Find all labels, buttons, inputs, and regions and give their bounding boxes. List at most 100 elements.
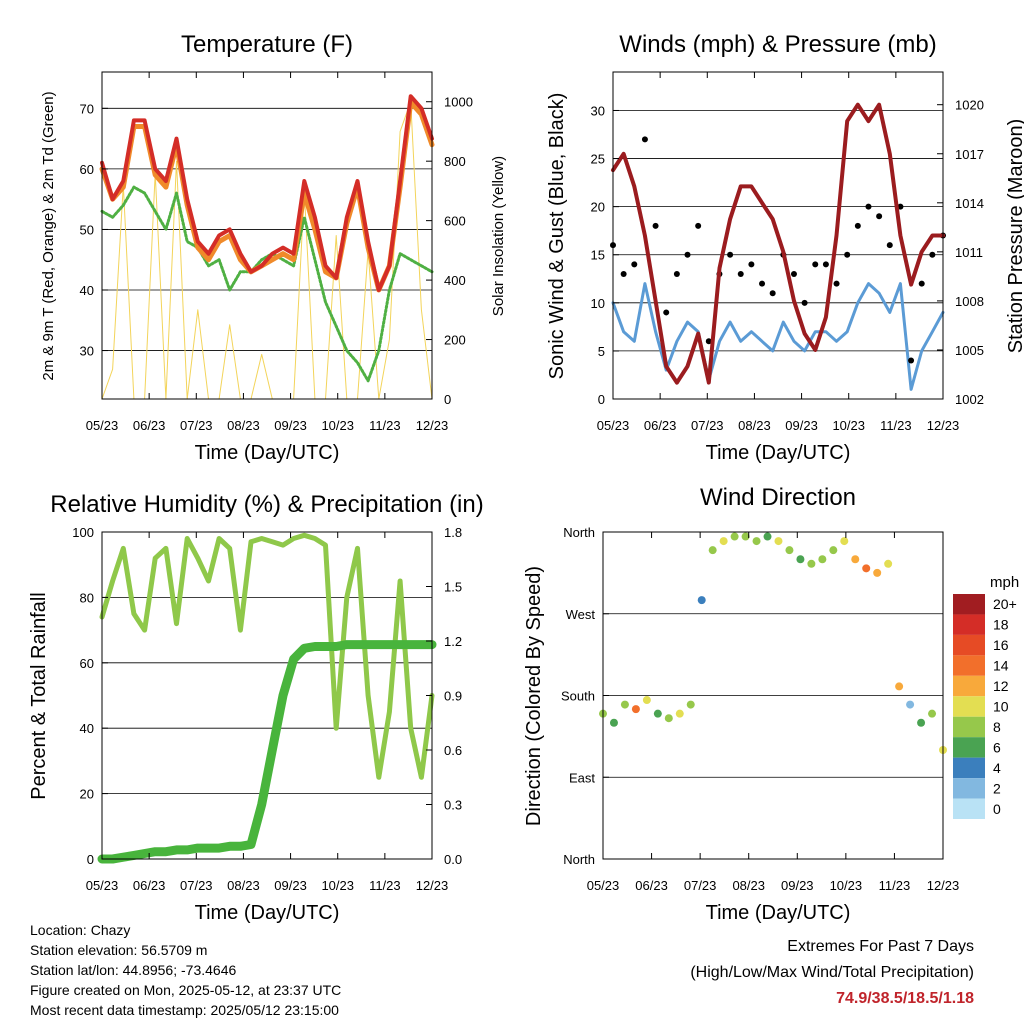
colorbar-swatch xyxy=(953,696,985,717)
winds-title: Winds (mph) & Pressure (mb) xyxy=(619,31,936,58)
colorbar-swatch xyxy=(953,594,985,615)
winds-y-tick-label: 15 xyxy=(591,248,605,263)
wind-direction-point xyxy=(631,705,640,714)
latlon-text: Station lat/lon: 44.8956; -73.4646 xyxy=(30,962,237,978)
wind-direction-point xyxy=(620,700,629,709)
winds-y-tick-label: 20 xyxy=(591,200,605,215)
colorbar-swatch xyxy=(953,614,985,635)
colorbar-label: 0 xyxy=(993,801,1001,817)
wind-direction-point xyxy=(840,537,849,546)
direction-panel: Wind Direction North East South West North 0… xyxy=(523,484,1019,924)
colorbar-swatch xyxy=(953,798,985,819)
wind-direction-point xyxy=(917,718,926,727)
extremes-title: Extremes For Past 7 Days xyxy=(787,938,974,955)
direction-y-tick-label: East xyxy=(569,770,595,785)
temperature-y-tick-label: 40 xyxy=(80,283,94,298)
gust-point xyxy=(663,309,670,316)
gust-point xyxy=(897,203,904,210)
colorbar-label: 8 xyxy=(993,719,1001,735)
temperature-x-label: Time (Day/UTC) xyxy=(195,442,340,464)
humidity-title: Relative Humidity (%) & Precipitation (i… xyxy=(50,491,483,518)
direction-x-tick-label: 12/23 xyxy=(927,878,960,893)
winds-x-tick-label: 10/23 xyxy=(832,418,865,433)
direction-x-tick-label: 10/23 xyxy=(830,878,863,893)
temperature-y2-tick-label: 600 xyxy=(444,214,466,229)
direction-gridlines xyxy=(603,613,943,778)
direction-y-tick-label: North xyxy=(563,525,595,540)
gust-point xyxy=(812,261,819,268)
humidity-panel: Relative Humidity (%) & Precipitation (i… xyxy=(28,491,484,924)
station-info: Location: Chazy Station elevation: 56.57… xyxy=(30,920,341,1020)
colorbar-swatch xyxy=(953,675,985,697)
temperature-y-label-right: Solar Insolation (Yellow) xyxy=(490,156,507,316)
direction-x-tick-label: 07/23 xyxy=(684,878,717,893)
winds-y2-tick-label: 1008 xyxy=(955,294,984,309)
wind-direction-point xyxy=(873,568,882,577)
humidity-y2-tick-label: 1.8 xyxy=(444,525,462,540)
winds-x-tick-label: 12/23 xyxy=(927,418,960,433)
humidity-y-ticks-right: 0.0 0.3 0.6 0.9 1.2 1.5 1.8 xyxy=(426,525,462,867)
temperature-x-tick-label: 06/23 xyxy=(133,418,166,433)
gust-point xyxy=(822,261,829,268)
wind-direction-point xyxy=(708,546,717,555)
temperature-y2-tick-label: 400 xyxy=(444,273,466,288)
winds-y-tick-label: 30 xyxy=(591,103,605,118)
wind-direction-point xyxy=(730,532,739,541)
wind-direction-point xyxy=(774,537,783,546)
winds-panel: Winds (mph) & Pressure (mb) 0 5 10 15 20 25 30… xyxy=(546,31,1024,464)
humidity-y2-tick-label: 0.3 xyxy=(444,798,462,813)
winds-y-ticks-right: 1002 1005 1008 1011 1014 1017 1020 xyxy=(937,98,984,407)
temperature-y-ticks-right: 0 200 400 600 800 1000 xyxy=(426,95,473,407)
wind-direction-point xyxy=(895,682,904,691)
wind-direction-point xyxy=(609,718,618,727)
wind-direction-point xyxy=(829,546,838,555)
colorbar-swatch xyxy=(953,716,985,738)
colorbar-label: 12 xyxy=(993,678,1009,694)
humidity-y-tick-label: 100 xyxy=(72,525,94,540)
direction-x-label: Time (Day/UTC) xyxy=(706,902,851,924)
gust-point xyxy=(865,203,872,210)
humidity-x-tick-label: 12/23 xyxy=(416,878,449,893)
humidity-y2-tick-label: 0.6 xyxy=(444,743,462,758)
temperature-x-ticks: 05/23 06/23 07/23 08/23 09/23 10/23 11/23 12/23 xyxy=(86,72,448,433)
location-text: Location: Chazy xyxy=(30,922,131,938)
temperature-y2-tick-label: 800 xyxy=(444,154,466,169)
winds-x-tick-label: 07/23 xyxy=(691,418,724,433)
humidity-y-tick-label: 20 xyxy=(80,787,94,802)
humidity-x-tick-label: 10/23 xyxy=(321,878,354,893)
humidity-y-tick-label: 40 xyxy=(80,721,94,736)
wind-direction-point xyxy=(697,596,706,605)
gust-point xyxy=(727,251,734,258)
wind-direction-point xyxy=(763,532,772,541)
gust-point xyxy=(673,270,680,277)
humidity-series xyxy=(97,532,437,864)
direction-x-tick-label: 05/23 xyxy=(587,878,620,893)
gust-point xyxy=(844,251,851,258)
temperature-x-tick-label: 05/23 xyxy=(86,418,119,433)
humidity-y-ticks-left: 0 20 40 60 80 100 xyxy=(72,525,108,867)
colorbar-swatch xyxy=(953,634,985,656)
wind-direction-point xyxy=(719,537,728,546)
dewpoint-line xyxy=(100,185,434,383)
direction-x-tick-label: 06/23 xyxy=(635,878,668,893)
temperature-x-tick-label: 08/23 xyxy=(227,418,260,433)
colorbar-swatch xyxy=(953,757,985,779)
temperature-x-tick-label: 07/23 xyxy=(180,418,213,433)
winds-y-ticks-left: 0 5 10 15 20 25 30 xyxy=(591,103,619,407)
created-text: Figure created on Mon, 2025-05-12, at 23… xyxy=(30,982,342,998)
winds-y-label-right: Station Pressure (Maroon) xyxy=(1005,119,1024,354)
extremes-subtitle: (High/Low/Max Wind/Total Precipitation) xyxy=(690,964,974,981)
gust-point xyxy=(929,251,936,258)
humidity-y-tick-label: 0 xyxy=(87,852,94,867)
wind-direction-point xyxy=(818,555,827,564)
colorbar-label: 14 xyxy=(993,658,1009,674)
winds-y2-tick-label: 1005 xyxy=(955,343,984,358)
humidity-y2-tick-label: 1.5 xyxy=(444,580,462,595)
humidity-x-tick-label: 07/23 xyxy=(180,878,213,893)
humidity-x-label: Time (Day/UTC) xyxy=(195,902,340,924)
wind-direction-point xyxy=(686,700,695,709)
temperature-series xyxy=(99,94,435,400)
temperature-y-tick-label: 70 xyxy=(80,101,94,116)
colorbar-label: 2 xyxy=(993,780,1001,796)
gust-point xyxy=(759,280,766,287)
